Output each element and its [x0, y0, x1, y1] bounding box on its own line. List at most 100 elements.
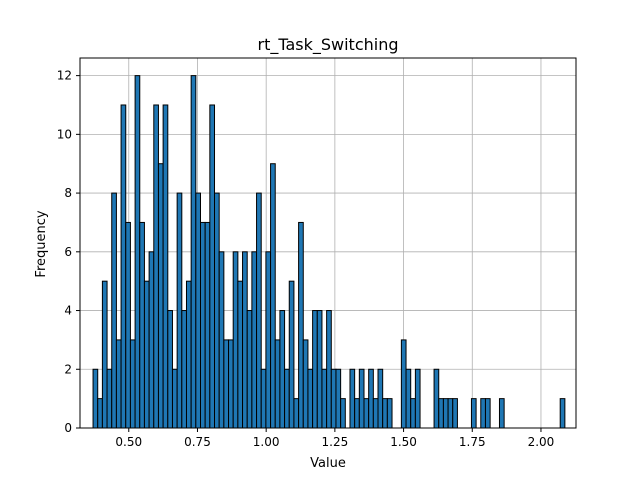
histogram-bar: [125, 221, 131, 429]
histogram-bar: [162, 104, 169, 429]
x-tick-label: 2.00: [528, 435, 555, 449]
histogram-bar: [251, 251, 258, 429]
histogram-bar: [442, 398, 449, 429]
histogram-bar: [433, 368, 440, 429]
histogram-bar: [447, 398, 454, 429]
y-axis-label: Frequency: [34, 210, 49, 277]
histogram-bar: [167, 310, 173, 429]
histogram-bar: [139, 221, 145, 429]
histogram-bar: [368, 368, 374, 429]
histogram-bar: [340, 398, 346, 429]
histogram-bar: [372, 398, 379, 429]
y-tick-label: 6: [64, 245, 72, 259]
y-tick-label: 12: [57, 69, 72, 83]
chart-title: rt_Task_Switching: [257, 35, 398, 55]
histogram-bar: [171, 368, 178, 429]
histogram-bar: [256, 192, 262, 429]
histogram-bar: [153, 104, 159, 429]
histogram-bar: [484, 398, 491, 429]
y-tick-label: 0: [64, 421, 72, 435]
x-tick-label: 0.50: [115, 435, 142, 449]
histogram-bar: [223, 339, 230, 429]
histogram-bar: [129, 339, 136, 429]
histogram-bar: [386, 398, 393, 429]
histogram-bar: [195, 192, 201, 429]
histogram-bar: [185, 280, 192, 429]
histogram-bar: [143, 280, 150, 429]
histogram-bar: [115, 339, 122, 429]
histogram-bar: [312, 310, 318, 429]
histogram-bar: [335, 368, 342, 429]
histogram-bar: [400, 339, 407, 429]
y-tick-label: 10: [57, 127, 72, 141]
histogram-bar: [321, 368, 328, 429]
y-axis-ticks: 0 2 4 6 8 10 12: [57, 69, 80, 435]
y-tick-label: 8: [64, 186, 72, 200]
histogram-bar: [228, 339, 234, 429]
histogram-bar: [242, 251, 248, 429]
histogram-bar: [377, 368, 384, 429]
histogram-bar: [246, 310, 253, 429]
histogram-bar: [265, 251, 272, 429]
histogram-bar: [190, 75, 197, 429]
x-tick-label: 0.75: [184, 435, 211, 449]
histogram-bar: [307, 368, 314, 429]
histogram-bar: [92, 368, 99, 429]
histogram-bar: [148, 251, 155, 429]
histogram-bar: [438, 398, 444, 429]
histogram-bar: [176, 192, 183, 429]
histogram-bar: [181, 310, 187, 429]
histogram-bar: [260, 368, 267, 429]
histogram-bar: [410, 398, 416, 429]
x-axis-ticks: 0.50 0.75 1.00 1.25 1.50 1.75 2.00: [115, 428, 554, 449]
histogram-bar: [354, 398, 360, 429]
histogram-bar: [274, 339, 281, 429]
histogram-bar: [214, 192, 220, 429]
histogram-bar: [199, 221, 206, 429]
y-tick-label: 4: [64, 304, 72, 318]
histogram-bar: [405, 368, 412, 429]
histogram-bar: [498, 398, 505, 429]
histogram-bar: [470, 398, 477, 429]
x-tick-label: 1.00: [253, 435, 280, 449]
histogram-bar: [414, 368, 421, 429]
histogram-bar: [106, 368, 113, 429]
histogram-bar: [120, 104, 127, 429]
histogram-bar: [358, 368, 365, 429]
histogram-bar: [288, 280, 295, 429]
histogram-bar: [209, 104, 216, 429]
histogram-bar: [293, 398, 300, 429]
histogram-bar: [302, 339, 309, 429]
histogram-bar: [218, 251, 225, 429]
x-axis-label: Value: [310, 456, 346, 471]
histogram-bar: [204, 221, 211, 429]
histogram-bar: [134, 75, 141, 429]
histogram-bar: [349, 368, 356, 429]
y-tick-label: 2: [64, 362, 72, 376]
x-tick-label: 1.50: [390, 435, 417, 449]
histogram-bar: [330, 368, 337, 429]
histogram-bar: [559, 398, 566, 429]
histogram-bar: [284, 368, 290, 429]
histogram-bar: [111, 192, 117, 429]
histogram-bar: [232, 251, 239, 429]
histogram-bar: [157, 163, 164, 429]
bars: [92, 75, 566, 429]
histogram-bar: [298, 221, 304, 429]
histogram-bar: [452, 398, 458, 429]
histogram-bar: [326, 310, 332, 429]
histogram-bar: [237, 280, 244, 429]
x-tick-label: 1.25: [322, 435, 349, 449]
histogram-bar: [363, 398, 370, 429]
histogram-bar: [270, 163, 276, 429]
histogram-bar: [382, 398, 388, 429]
plot-frame: [79, 57, 577, 429]
histogram-bar: [279, 310, 286, 429]
histogram-bar: [480, 398, 486, 429]
x-tick-label: 1.75: [459, 435, 486, 449]
histogram-bar: [97, 398, 103, 429]
histogram-bar: [316, 310, 323, 429]
histogram-bar: [101, 280, 108, 429]
